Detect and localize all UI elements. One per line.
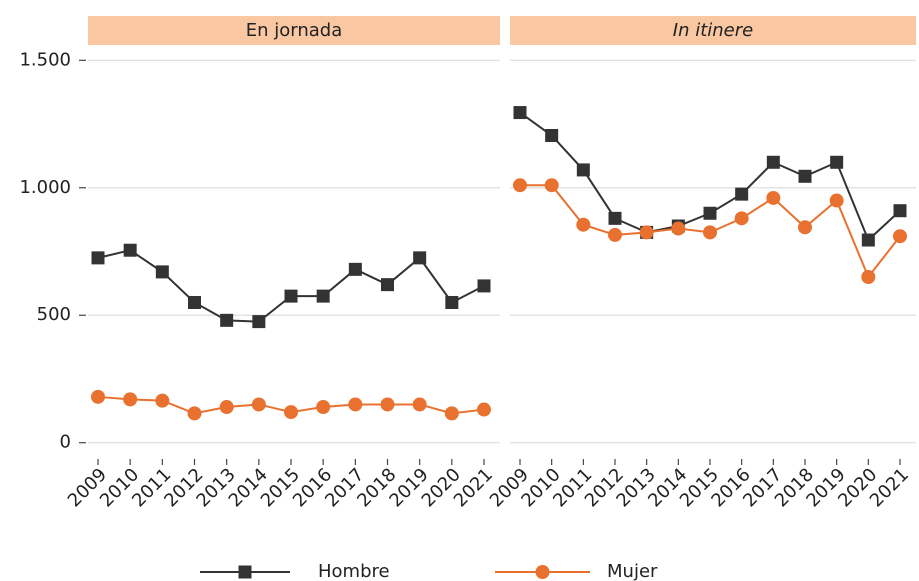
marker [766,155,780,169]
marker [477,402,491,417]
marker [544,178,559,193]
marker [830,155,844,169]
marker [766,190,781,205]
marker [348,397,363,412]
marker [316,400,331,415]
marker [513,106,527,120]
y-tick-label: 0 [60,432,71,453]
marker [284,405,298,420]
marker [316,289,330,303]
legend-label: Hombre [318,561,390,581]
marker [861,233,875,247]
marker [798,220,812,235]
marker [639,225,654,240]
marker [220,313,234,327]
marker [219,400,234,415]
marker [91,251,105,265]
marker [703,206,717,220]
marker [671,221,686,236]
marker [893,204,907,218]
marker [608,211,622,225]
panel-title: In itinere [673,20,753,41]
marker [608,227,622,242]
panel-title: En jornada [246,20,343,41]
legend-marker [238,565,252,579]
marker [477,279,491,293]
marker [861,269,876,284]
marker [123,392,138,407]
marker [893,229,907,244]
marker [380,397,395,412]
title-strip [510,16,916,45]
title-strip [88,16,500,45]
marker [576,163,590,177]
marker [123,243,137,257]
marker [412,397,427,412]
y-tick-label: 1.500 [19,49,71,70]
marker [545,129,559,143]
marker [798,169,812,183]
marker [155,265,169,279]
marker [91,389,105,404]
marker [829,193,844,208]
marker [413,251,427,265]
marker [284,289,298,303]
marker [734,211,749,226]
y-tick-label: 500 [37,304,71,325]
marker [381,278,394,292]
marker [703,225,717,240]
marker [251,397,266,412]
marker [155,393,170,408]
marker [444,406,459,421]
marker [513,178,527,193]
legend-label: Mujer [607,561,658,581]
marker [735,187,749,201]
marker [576,217,591,232]
marker [252,315,266,329]
marker [348,262,362,276]
marker [445,295,459,309]
marker [187,406,202,421]
marker [188,295,201,309]
y-tick-label: 1.000 [19,177,71,198]
legend-marker [535,565,550,579]
